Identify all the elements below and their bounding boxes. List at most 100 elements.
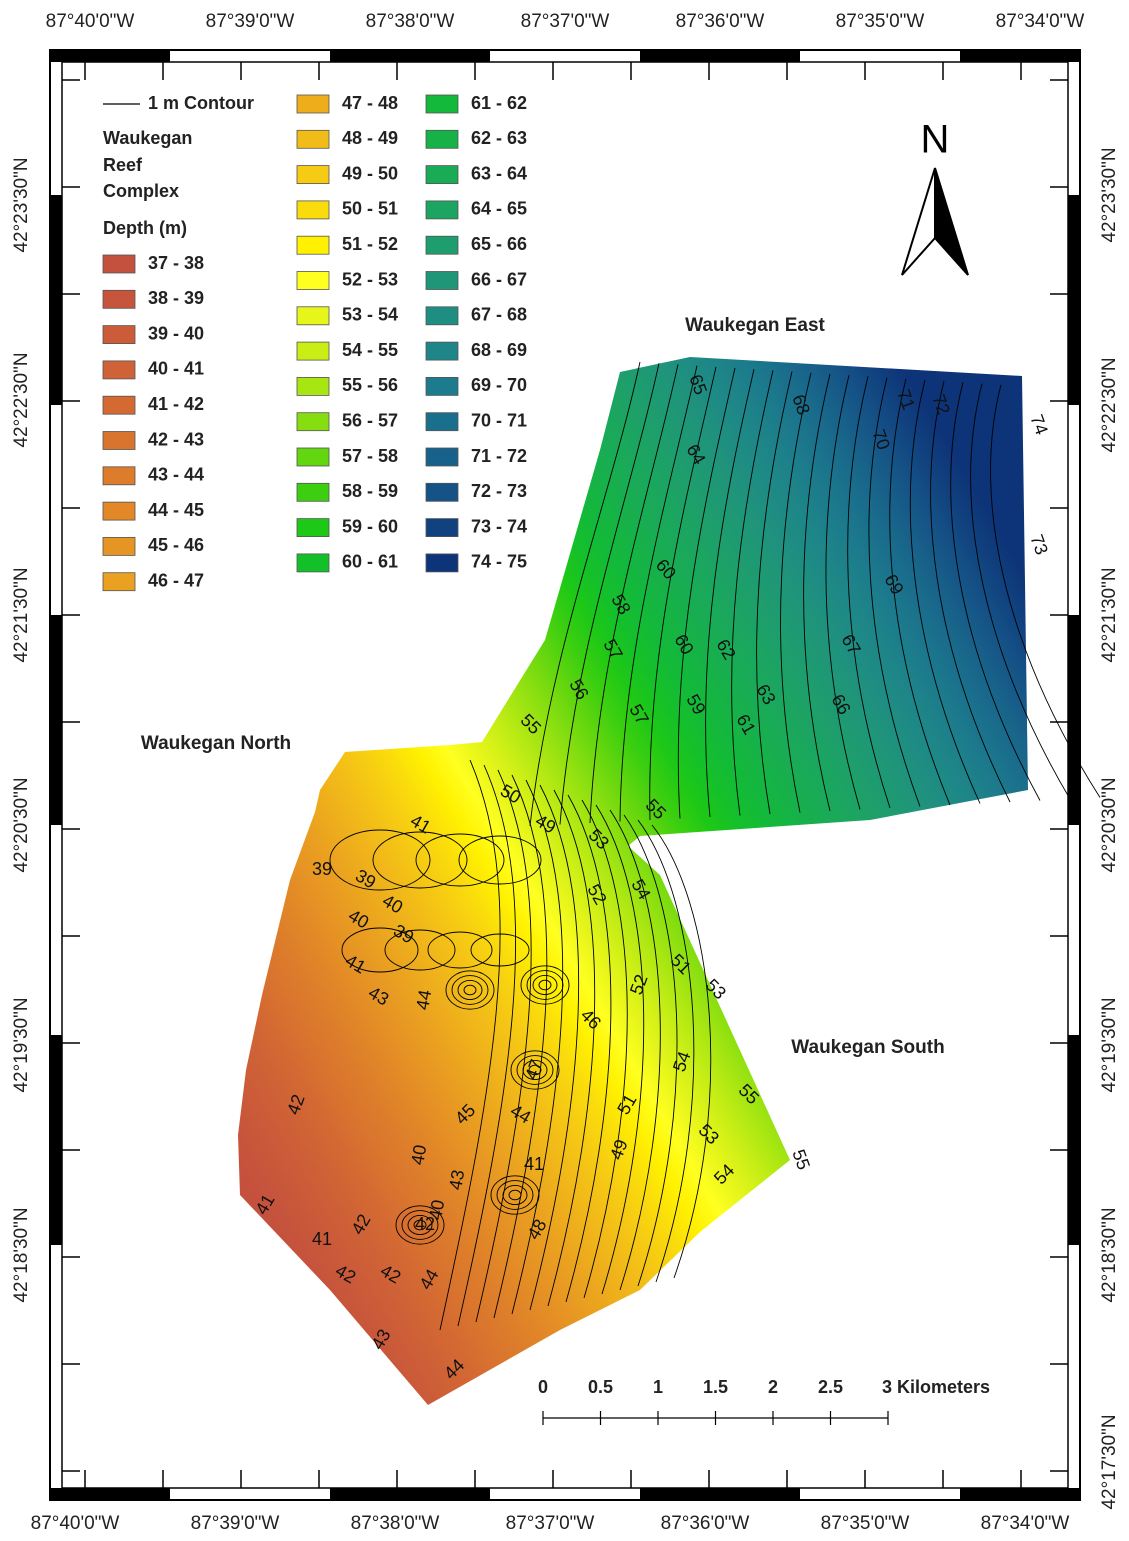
scale-label: 1 <box>653 1377 663 1397</box>
legend-swatch <box>297 166 329 184</box>
frame-bar <box>50 50 170 62</box>
legend-swatch <box>297 483 329 501</box>
legend-label: 66 - 67 <box>471 269 527 289</box>
longitude-label: 87°38'0"W <box>366 11 455 32</box>
legend-swatch <box>297 272 329 290</box>
contour-label: 40 <box>407 1143 430 1166</box>
legend-swatch <box>426 166 458 184</box>
legend-label: 67 - 68 <box>471 305 527 325</box>
legend-label: 61 - 62 <box>471 93 527 113</box>
frame-bar <box>50 615 62 825</box>
legend-label: 44 - 45 <box>148 500 204 520</box>
contour-label: 41 <box>312 1229 332 1249</box>
contour-label: 41 <box>524 1154 544 1174</box>
legend-swatch <box>297 448 329 466</box>
legend-swatch <box>103 326 135 344</box>
scale-label: 0 <box>538 1377 548 1397</box>
legend-swatch <box>103 361 135 379</box>
longitude-label: 87°40'0"W <box>46 11 135 32</box>
legend-swatch <box>426 483 458 501</box>
legend-label: 70 - 71 <box>471 410 527 430</box>
north-label: N <box>921 118 950 162</box>
frame-bar <box>960 1488 1080 1500</box>
legend-swatch <box>426 272 458 290</box>
contour-label: 39 <box>312 859 332 879</box>
longitude-label: 87°37'0"W <box>506 1513 595 1534</box>
latitude-label: 42°18'30"N <box>1099 1207 1120 1302</box>
legend-swatch <box>426 307 458 325</box>
legend-swatch <box>297 236 329 254</box>
legend-label: 56 - 57 <box>342 410 398 430</box>
longitude-label: 87°39'0"W <box>191 1513 280 1534</box>
legend-label: 47 - 48 <box>342 93 398 113</box>
legend-swatch <box>297 554 329 572</box>
legend-swatch <box>297 130 329 148</box>
legend-label: 60 - 61 <box>342 552 398 572</box>
legend-label: 72 - 73 <box>471 481 527 501</box>
legend-swatch <box>297 519 329 537</box>
scale-label: 0.5 <box>588 1377 613 1397</box>
contour-label: 43 <box>445 1168 468 1191</box>
frame-bar <box>1068 615 1080 825</box>
legend-swatch <box>426 342 458 360</box>
longitude-label: 87°38'0"W <box>351 1513 440 1534</box>
legend-label: 40 - 41 <box>148 359 204 379</box>
frame-bar <box>1068 1035 1080 1245</box>
legend-swatch <box>297 413 329 431</box>
legend-swatch <box>297 377 329 395</box>
latitude-label: 42°23'30"N <box>11 157 32 252</box>
legend-swatch <box>426 554 458 572</box>
legend-swatch <box>426 413 458 431</box>
legend-title: Waukegan <box>103 128 192 148</box>
longitude-label: 87°35'0"W <box>836 11 925 32</box>
latitude-label: 42°22'30"N <box>1099 357 1120 452</box>
area-label: Waukegan South <box>791 1037 944 1058</box>
latitude-label: 42°17'30"N <box>1099 1414 1120 1509</box>
frame-bar <box>50 1488 170 1500</box>
legend-swatch <box>103 432 135 450</box>
longitude-label: 87°35'0"W <box>821 1513 910 1534</box>
frame-bar <box>50 1035 62 1245</box>
legend-label: 50 - 51 <box>342 199 398 219</box>
latitude-label: 42°19'30"N <box>1099 997 1120 1092</box>
legend-swatch <box>103 290 135 308</box>
legend-swatch <box>426 130 458 148</box>
area-label: Waukegan North <box>141 733 291 754</box>
longitude-label: 87°36'0"W <box>676 11 765 32</box>
legend-label: 39 - 40 <box>148 323 204 343</box>
legend-label: 73 - 74 <box>471 516 527 536</box>
legend-swatch <box>103 573 135 591</box>
legend-label: 63 - 64 <box>471 163 527 183</box>
legend-depth-title: Depth (m) <box>103 218 187 238</box>
frame-bar <box>1068 195 1080 405</box>
legend-swatch <box>103 396 135 414</box>
legend-label: 64 - 65 <box>471 199 527 219</box>
legend-swatch <box>103 502 135 520</box>
latitude-label: 42°23'30"N <box>1099 147 1120 242</box>
legend-label: 68 - 69 <box>471 340 527 360</box>
legend-label: 74 - 75 <box>471 552 527 572</box>
legend-label: 55 - 56 <box>342 375 398 395</box>
legend-swatch <box>426 377 458 395</box>
legend-swatch <box>426 519 458 537</box>
scale-label: 2.5 <box>818 1377 843 1397</box>
scale-label: 2 <box>768 1377 778 1397</box>
legend-label: 65 - 66 <box>471 234 527 254</box>
longitude-label: 87°37'0"W <box>521 11 610 32</box>
legend-swatch <box>297 342 329 360</box>
legend-label: 71 - 72 <box>471 446 527 466</box>
legend-label: 51 - 52 <box>342 234 398 254</box>
legend-swatch <box>426 448 458 466</box>
legend-swatch <box>103 255 135 273</box>
legend-title: Complex <box>103 181 179 201</box>
latitude-label: 42°19'30"N <box>11 997 32 1092</box>
legend-swatch <box>297 307 329 325</box>
frame-bar <box>640 1488 800 1500</box>
frame-bar <box>960 50 1080 62</box>
latitude-label: 42°22'30"N <box>11 352 32 447</box>
latitude-label: 42°21'30"N <box>11 567 32 662</box>
legend-swatch <box>426 201 458 219</box>
legend-swatch <box>426 236 458 254</box>
legend-label: 48 - 49 <box>342 128 398 148</box>
legend-swatch <box>103 537 135 555</box>
